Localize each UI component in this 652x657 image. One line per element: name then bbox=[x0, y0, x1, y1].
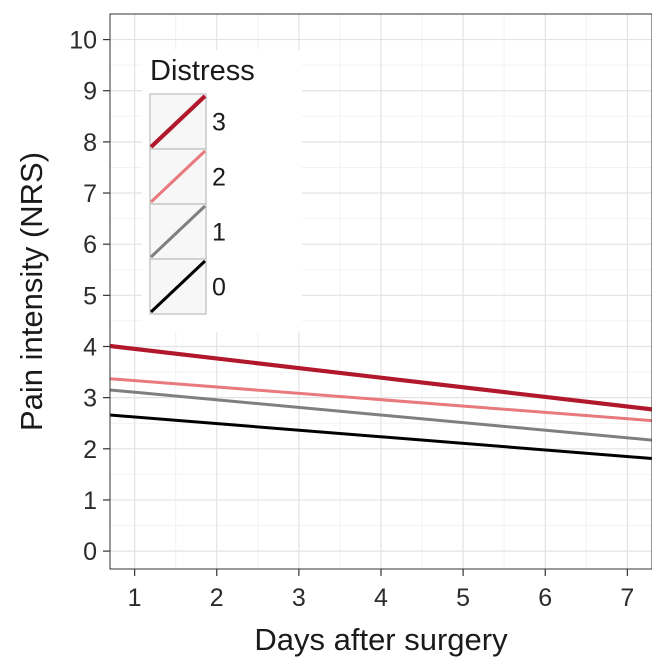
series-line-distress-3 bbox=[109, 343, 652, 412]
y-tick-label: 7 bbox=[83, 180, 97, 208]
legend-label: 3 bbox=[212, 109, 226, 137]
x-axis-title: Days after surgery bbox=[254, 622, 508, 657]
y-tick-label: 5 bbox=[83, 282, 97, 310]
legend: Distress 3 2 1 0 bbox=[142, 50, 302, 332]
x-tick-label: 1 bbox=[128, 584, 142, 612]
y-tick-label: 6 bbox=[83, 231, 97, 259]
series-line-distress-2 bbox=[109, 377, 652, 423]
x-tick-label: 5 bbox=[456, 584, 470, 612]
legend-title: Distress bbox=[150, 55, 255, 87]
x-tick-label: 7 bbox=[620, 584, 634, 612]
y-tick-label: 4 bbox=[83, 333, 97, 361]
y-axis-ticks: 0 1 2 3 4 5 6 7 8 9 10 bbox=[69, 27, 110, 566]
y-axis-title: Pain intensity (NRS) bbox=[14, 152, 49, 431]
y-tick-label: 10 bbox=[69, 27, 97, 55]
y-tick-label: 0 bbox=[83, 538, 97, 566]
y-tick-label: 3 bbox=[83, 385, 97, 413]
legend-key-line-3 bbox=[149, 94, 207, 149]
y-tick-label: 8 bbox=[83, 129, 97, 157]
series-line-distress-0 bbox=[109, 413, 652, 461]
legend-key-line-0 bbox=[149, 259, 207, 314]
legend-label: 2 bbox=[212, 164, 226, 192]
x-tick-label: 4 bbox=[374, 584, 388, 612]
legend-key-line-2 bbox=[149, 149, 207, 204]
x-tick-label: 3 bbox=[292, 584, 306, 612]
x-tick-label: 6 bbox=[538, 584, 552, 612]
legend-key-line-1 bbox=[149, 204, 207, 259]
y-tick-label: 9 bbox=[83, 78, 97, 106]
y-tick-label: 2 bbox=[83, 436, 97, 464]
x-tick-label: 2 bbox=[210, 584, 224, 612]
series-line-distress-1 bbox=[109, 388, 652, 442]
legend-label: 0 bbox=[212, 274, 226, 302]
y-tick-label: 1 bbox=[83, 487, 97, 515]
x-axis-ticks: 1 2 3 4 5 6 7 bbox=[128, 569, 634, 612]
series-lines bbox=[109, 343, 652, 461]
legend-label: 1 bbox=[212, 219, 226, 247]
